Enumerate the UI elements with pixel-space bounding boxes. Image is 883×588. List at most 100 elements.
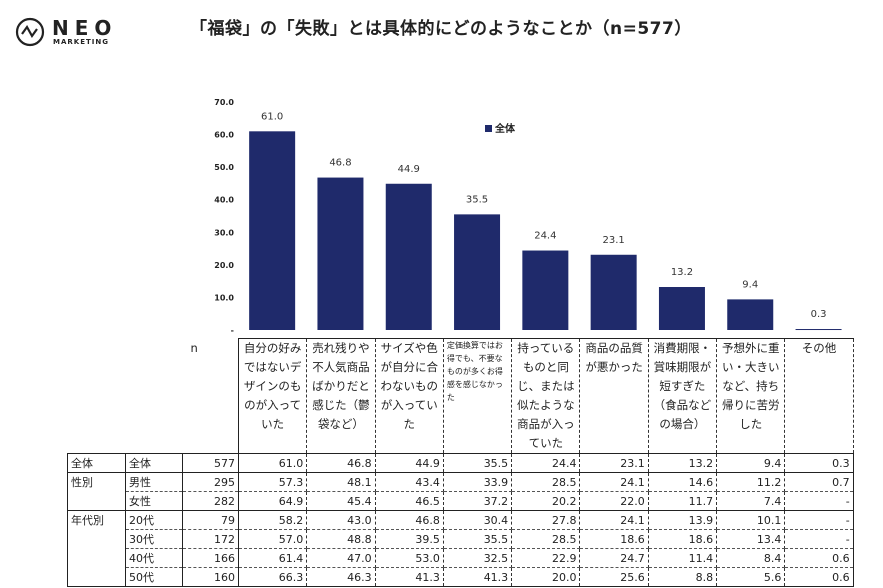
cell-value: 24.1 — [579, 472, 649, 492]
cell-value: 57.0 — [238, 529, 308, 549]
bar — [658, 287, 705, 330]
cell-value: 35.5 — [443, 453, 513, 473]
cell-value: 43.0 — [306, 510, 376, 530]
subgroup-label: 20代 — [125, 510, 183, 530]
data-label: 9.4 — [742, 279, 758, 290]
n-value: 282 — [182, 491, 239, 511]
cell-value: 44.9 — [375, 453, 444, 473]
cell-value: 35.5 — [443, 529, 513, 549]
cell-value: 46.3 — [306, 567, 376, 587]
cell-value: 41.3 — [443, 567, 513, 587]
table-row: 性別 男性 295 57.3 48.1 43.4 33.9 28.5 24.1 14.6 11.2 0… — [67, 472, 854, 492]
group-label — [67, 548, 126, 568]
y-tick-label: 30.0 — [214, 228, 234, 237]
cell-value: 13.9 — [648, 510, 718, 530]
y-tick-label: 10.0 — [214, 293, 234, 302]
cell-value: 20.0 — [511, 567, 581, 587]
cell-value: 58.2 — [238, 510, 308, 530]
cell-value: 46.8 — [375, 510, 444, 530]
n-value: 160 — [182, 567, 239, 587]
cell-value: 22.0 — [579, 491, 649, 511]
cell-value: 0.3 — [784, 453, 854, 473]
cell-value: 39.5 — [375, 529, 444, 549]
cell-value: 22.9 — [511, 548, 581, 568]
cell-value: 13.2 — [648, 453, 718, 473]
subgroup-label: 女性 — [125, 491, 183, 511]
cell-value: 48.1 — [306, 472, 376, 492]
cell-value: 66.3 — [238, 567, 308, 587]
n-value: 172 — [182, 529, 239, 549]
cell-value: 33.9 — [443, 472, 513, 492]
cell-value: 7.4 — [716, 491, 786, 511]
subgroup-label: 50代 — [125, 567, 183, 587]
y-tick-label: 20.0 — [214, 261, 234, 270]
cell-value: 30.4 — [443, 510, 513, 530]
category-header: 予想外に重い・大きいなど、持ち帰りに苦労した — [716, 338, 786, 454]
data-label: 0.3 — [811, 309, 827, 320]
data-table: n 自分の好みではないデザインのものが入っていた 売れ残りや不人気商品ばかりだと感じ… — [67, 338, 854, 587]
table-row: 年代別 20代 79 58.2 43.0 46.8 30.4 27.8 24.1 13.9 10.1… — [67, 510, 854, 530]
data-label: 24.4 — [534, 231, 556, 242]
cell-value: 11.2 — [716, 472, 786, 492]
cell-value: 18.6 — [648, 529, 718, 549]
n-value: 166 — [182, 548, 239, 568]
table-row: 全体 全体 577 61.0 46.8 44.9 35.5 24.4 23.1 13.2 9.4 0.… — [67, 453, 854, 473]
page-title: 「福袋」の「失敗」とは具体的にどのようなことか（n=577） — [190, 19, 692, 39]
group-label: 性別 — [67, 472, 126, 492]
group-label — [67, 529, 126, 549]
cell-value: 24.7 — [579, 548, 649, 568]
group-label: 年代別 — [67, 510, 126, 530]
category-header: 定価換算ではお得でも、不要なものが多くお得感を感じなかった — [443, 338, 513, 454]
bar — [317, 177, 364, 330]
cell-value: 8.4 — [716, 548, 786, 568]
cell-value: 53.0 — [375, 548, 444, 568]
logo-mark-icon — [15, 17, 45, 47]
bar — [385, 183, 432, 330]
bar — [727, 299, 774, 330]
category-header: サイズや色が自分に合わないものが入っていた — [375, 338, 444, 454]
table-row: 女性 282 64.9 45.4 46.5 37.2 20.2 22.0 11.7 7.4- — [67, 491, 854, 511]
data-label: 23.1 — [603, 235, 625, 246]
legend-swatch — [485, 125, 492, 132]
category-header: その他 — [784, 338, 854, 454]
bar — [249, 131, 296, 330]
table-row: 30代 172 57.0 48.8 39.5 35.5 28.5 18.6 18.6 13.4- — [67, 529, 854, 549]
bar-chart: - 10.0 20.0 30.0 40.0 50.0 60.0 70.0 61.0 46.8 44.… — [214, 98, 842, 335]
y-tick-label: - — [231, 326, 234, 335]
cell-value: 47.0 — [306, 548, 376, 568]
subgroup-label: 男性 — [125, 472, 183, 492]
group-label — [67, 567, 126, 587]
cell-value: 57.3 — [238, 472, 308, 492]
table-row: 40代 166 61.4 47.0 53.0 32.5 22.9 24.7 11.4 8.4 0.6 — [67, 548, 854, 568]
cell-value: 13.4 — [716, 529, 786, 549]
category-header: 自分の好みではないデザインのものが入っていた — [237, 338, 308, 454]
logo-name: NEO — [52, 16, 118, 40]
y-tick-label: 50.0 — [214, 163, 234, 172]
neo-marketing-logo: NEO MARKETING — [14, 14, 114, 54]
table-row: 50代 160 66.3 46.3 41.3 41.3 20.0 25.6 8.8 5.6 0.6 — [67, 567, 854, 587]
cell-value: 0.6 — [784, 567, 854, 587]
cell-value: 5.6 — [716, 567, 786, 587]
cell-value: 32.5 — [443, 548, 513, 568]
cell-value: 43.4 — [375, 472, 444, 492]
cell-value: 11.7 — [648, 491, 718, 511]
y-tick-label: 70.0 — [214, 98, 234, 107]
cell-value: 37.2 — [443, 491, 513, 511]
table-header-row: n 自分の好みではないデザインのものが入っていた 売れ残りや不人気商品ばかりだと感じ… — [68, 338, 854, 454]
subgroup-label: 30代 — [125, 529, 183, 549]
cell-value: 10.1 — [716, 510, 786, 530]
cell-value: 24.4 — [511, 453, 581, 473]
cell-value: 25.6 — [579, 567, 649, 587]
y-tick-label: 40.0 — [214, 196, 234, 205]
cell-value: 18.6 — [579, 529, 649, 549]
cell-value: 41.3 — [375, 567, 444, 587]
cell-value: 23.1 — [579, 453, 649, 473]
y-tick-label: 60.0 — [214, 131, 234, 140]
category-header: 持っているものと同じ、または似たような商品が入っていた — [511, 338, 581, 454]
bar — [522, 250, 569, 330]
cell-value: 8.8 — [648, 567, 718, 587]
subgroup-label: 40代 — [125, 548, 183, 568]
cell-value: 0.6 — [784, 548, 854, 568]
cell-value: 14.6 — [648, 472, 718, 492]
data-label: 35.5 — [466, 194, 488, 205]
